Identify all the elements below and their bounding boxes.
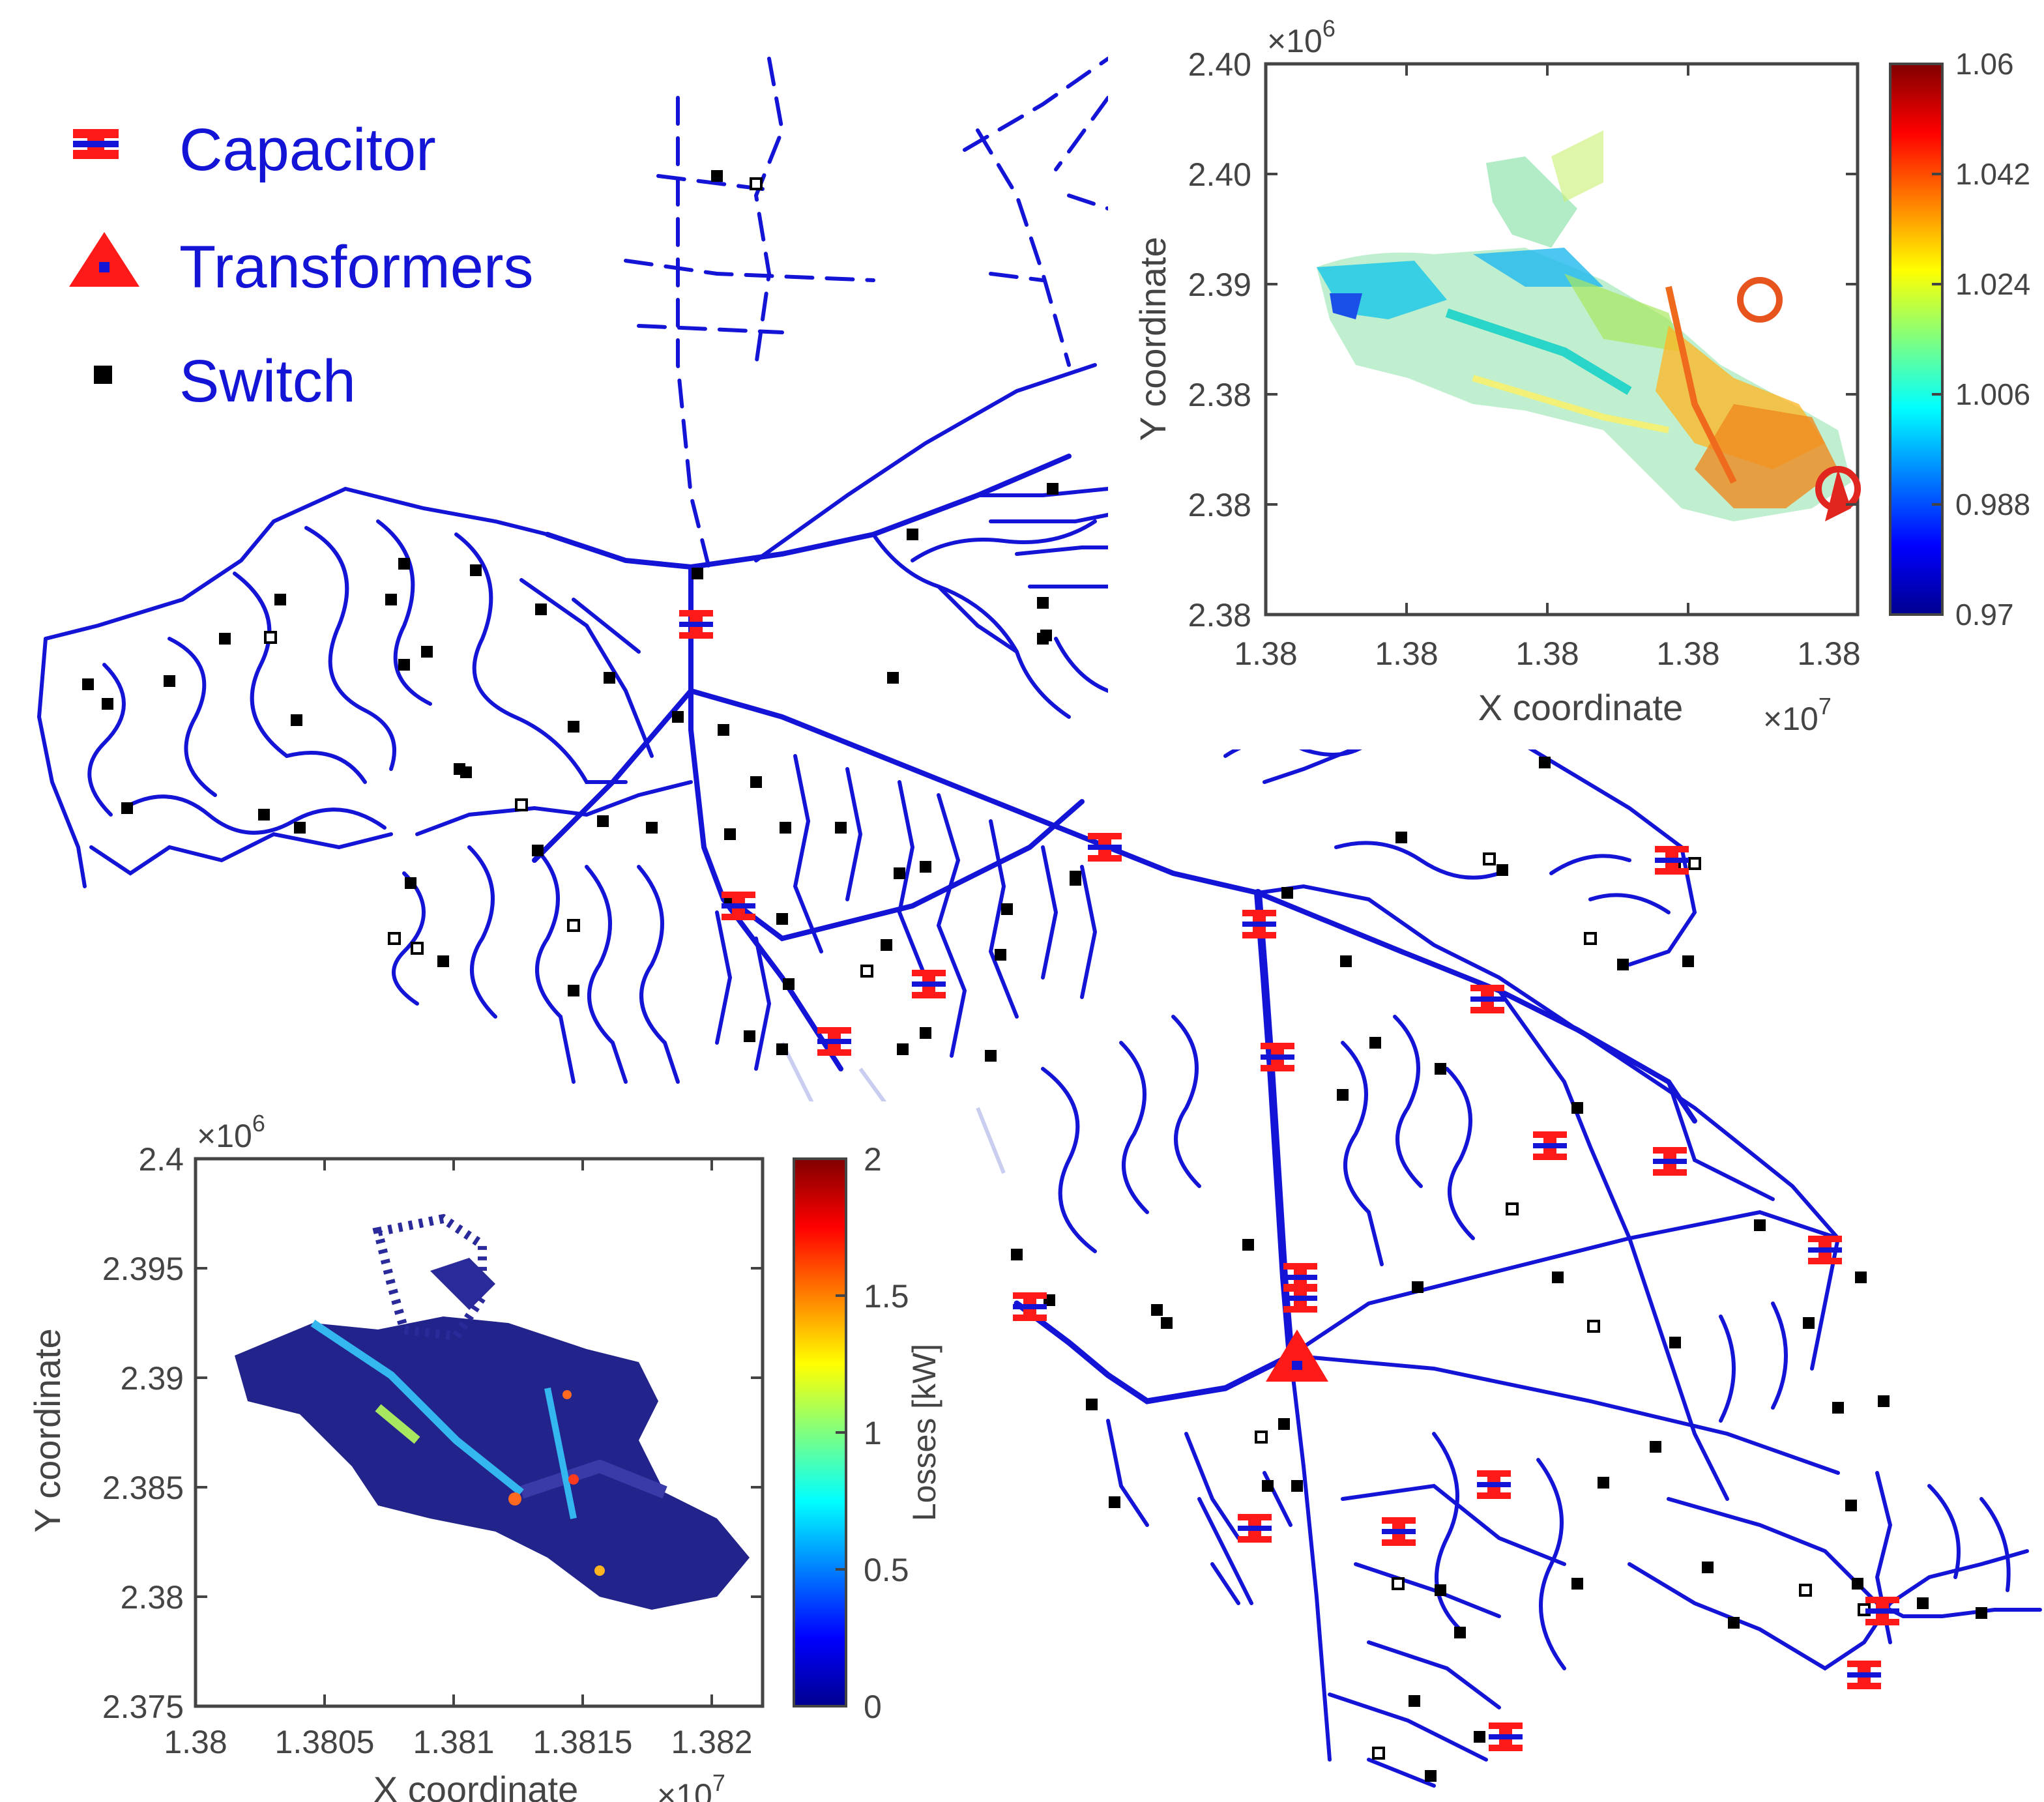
voltage-scatter <box>1317 130 1861 521</box>
voltage-y-tick: 2.39 <box>1188 267 1251 303</box>
voltage-ticks <box>1266 63 1858 615</box>
losses-colorbar-label: Losses [kW] <box>906 1344 942 1521</box>
losses-y-axis-label: Y coordinate <box>27 1328 68 1532</box>
transformer-marker <box>1266 1330 1328 1382</box>
losses-colorbar-tick: 1 <box>864 1415 882 1451</box>
transformer-icon <box>69 232 139 287</box>
losses-inset-svg: 2.4 2.395 2.39 2.385 2.38 2.375 1.38 1.3… <box>27 1110 942 1802</box>
losses-colorbar-tick: 0 <box>864 1689 882 1725</box>
voltage-y-multiplier: ×106 <box>1267 15 1336 59</box>
voltage-x-axis-label: X coordinate <box>1478 687 1683 728</box>
voltage-x-tick: 1.38 <box>1375 635 1438 672</box>
voltage-colorbar-tick: 1.042 <box>1955 157 2030 191</box>
legend-item-switch: Switch <box>65 336 587 414</box>
voltage-y-ticks: 2.40 2.40 2.39 2.38 2.38 2.38 <box>1188 46 1251 633</box>
losses-x-tick: 1.3815 <box>533 1724 633 1760</box>
losses-x-multiplier: ×107 <box>657 1769 725 1802</box>
voltage-y-tick: 2.38 <box>1188 377 1251 413</box>
voltage-x-tick: 1.38 <box>1656 635 1719 672</box>
legend-item-transformers: Transformers <box>65 222 587 300</box>
losses-ticks <box>196 1159 763 1706</box>
voltage-colorbar-labels: 1.06 1.042 1.024 1.006 0.988 0.97 <box>1955 47 2030 632</box>
losses-y-ticks: 2.4 2.395 2.39 2.385 2.38 2.375 <box>102 1141 184 1725</box>
losses-x-axis-label: X coordinate <box>373 1769 578 1802</box>
switch-icon <box>94 366 112 384</box>
capacitor-icon <box>73 129 119 159</box>
network-lines <box>36 57 2042 1788</box>
voltage-y-tick: 2.40 <box>1188 156 1251 193</box>
voltage-colorbar <box>1889 63 1944 616</box>
voltage-x-multiplier: ×107 <box>1763 693 1832 737</box>
voltage-y-tick: 2.40 <box>1188 46 1251 83</box>
legend-label-switch: Switch <box>179 348 356 414</box>
legend: Capacitor Transformers Switch <box>65 104 587 430</box>
voltage-y-tick: 2.38 <box>1188 597 1251 633</box>
voltage-x-ticks: 1.38 1.38 1.38 1.38 1.38 <box>1234 635 1860 672</box>
voltage-x-tick: 1.38 <box>1797 635 1860 672</box>
voltage-colorbar-tick: 1.06 <box>1955 47 2014 81</box>
losses-y-tick: 2.38 <box>121 1579 184 1616</box>
losses-y-tick: 2.385 <box>102 1470 184 1506</box>
voltage-colorbar-tick: 1.006 <box>1955 377 2030 411</box>
legend-label-transformers: Transformers <box>179 234 534 300</box>
losses-scatter <box>235 1213 750 1610</box>
losses-x-tick: 1.38 <box>164 1724 227 1760</box>
losses-colorbar-ticks <box>836 1294 846 1571</box>
losses-x-tick: 1.381 <box>413 1724 494 1760</box>
voltage-colorbar-tick: 1.024 <box>1955 267 2030 301</box>
losses-colorbar-tick: 2 <box>864 1141 882 1178</box>
losses-y-tick: 2.4 <box>138 1141 184 1178</box>
losses-y-tick: 2.395 <box>102 1251 184 1287</box>
losses-x-tick: 1.382 <box>671 1724 752 1760</box>
voltage-colorbar-ticks <box>1932 173 1942 506</box>
losses-colorbar-tick: 0.5 <box>864 1552 909 1588</box>
losses-y-tick: 2.39 <box>121 1360 184 1397</box>
losses-colorbar-tick: 1.5 <box>864 1278 909 1315</box>
losses-y-tick: 2.375 <box>102 1689 184 1725</box>
legend-label-capacitor: Capacitor <box>179 117 436 183</box>
voltage-x-tick: 1.38 <box>1515 635 1579 672</box>
voltage-colorbar-tick: 0.97 <box>1955 598 2014 632</box>
losses-x-ticks: 1.38 1.3805 1.381 1.3815 1.382 <box>164 1724 752 1760</box>
legend-item-capacitor: Capacitor <box>65 104 587 183</box>
voltage-inset-svg: 2.40 2.40 2.39 2.38 2.38 2.38 1.38 1.38 … <box>1132 15 2030 737</box>
losses-x-tick: 1.3805 <box>275 1724 375 1760</box>
voltage-y-tick: 2.38 <box>1188 487 1251 523</box>
voltage-y-axis-label: Y coordinate <box>1132 237 1173 441</box>
voltage-inset: 2.40 2.40 2.39 2.38 2.38 2.38 1.38 1.38 … <box>1108 13 2044 749</box>
voltage-colorbar-tick: 0.988 <box>1955 487 2030 521</box>
losses-colorbar-labels: 2 1.5 1 0.5 0 <box>864 1141 909 1725</box>
losses-inset: 2.4 2.395 2.39 2.385 2.38 2.375 1.38 1.3… <box>13 1101 952 1802</box>
losses-y-multiplier: ×106 <box>197 1110 265 1154</box>
voltage-x-tick: 1.38 <box>1234 635 1297 672</box>
